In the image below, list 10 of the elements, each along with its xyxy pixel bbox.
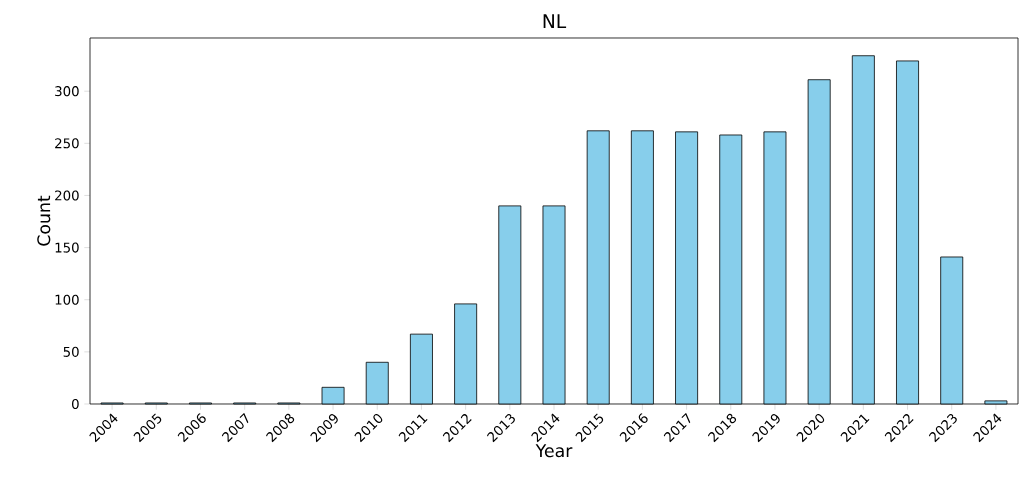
y-tick-label: 300 [55,86,79,97]
y-tick-label: 200 [55,190,79,201]
y-tick-label: 150 [55,242,79,253]
y-tick-label: 50 [63,346,79,357]
chart-title: NL [543,14,567,28]
y-tick-label: 100 [55,294,79,305]
y-axis-title: Count [37,195,51,246]
y-tick-label: 0 [72,398,79,410]
x-axis-title: Year [535,444,573,458]
y-tick-label: 250 [55,138,79,149]
